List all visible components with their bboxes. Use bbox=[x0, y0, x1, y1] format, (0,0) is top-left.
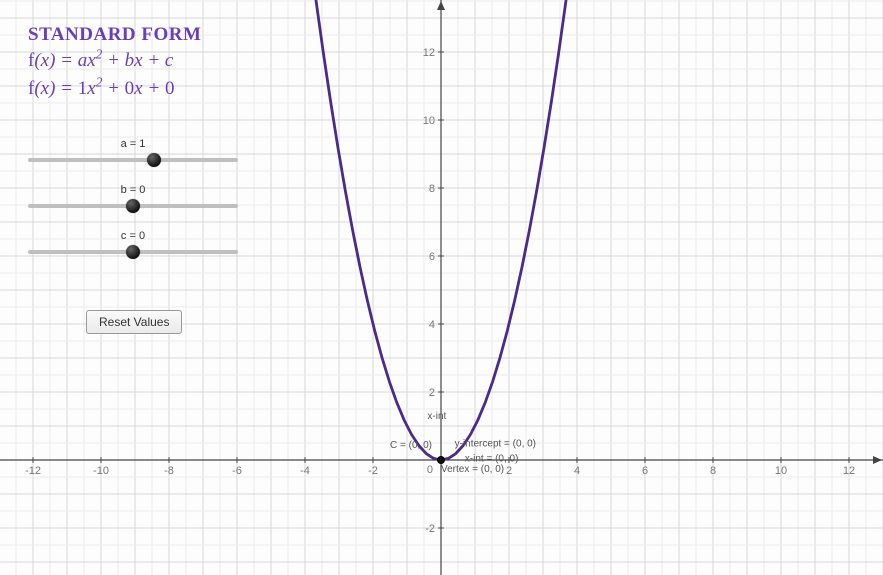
slider-a[interactable]: a = 1 bbox=[28, 138, 238, 168]
annotation: Vertex = (0, 0) bbox=[441, 464, 504, 475]
slider-label-c: c = 0 bbox=[28, 230, 238, 242]
slider-track-b[interactable] bbox=[28, 198, 238, 214]
x-tick-label: -10 bbox=[93, 465, 109, 477]
slider-thumb-c[interactable] bbox=[126, 245, 140, 259]
slider-label-a: a = 1 bbox=[28, 138, 238, 150]
y-tick-label: 12 bbox=[423, 47, 435, 59]
x-tick-label: -12 bbox=[25, 465, 41, 477]
y-tick-label: 4 bbox=[429, 319, 435, 331]
x-tick-label: 4 bbox=[574, 465, 580, 477]
annotation: x-int bbox=[427, 411, 446, 422]
slider-thumb-a[interactable] bbox=[147, 153, 161, 167]
slider-c[interactable]: c = 0 bbox=[28, 230, 238, 260]
formula-general: f(x) = ax2 + bx + c bbox=[28, 50, 173, 72]
x-tick-label: 8 bbox=[710, 465, 716, 477]
y-tick-label: 8 bbox=[429, 183, 435, 195]
x-tick-label: -6 bbox=[232, 465, 242, 477]
x-tick-label: 6 bbox=[642, 465, 648, 477]
x-tick-label: 10 bbox=[775, 465, 787, 477]
reset-button[interactable]: Reset Values bbox=[86, 310, 182, 334]
x-tick-label: 2 bbox=[506, 465, 512, 477]
slider-label-b: b = 0 bbox=[28, 184, 238, 196]
y-tick-label: 6 bbox=[429, 251, 435, 263]
y-tick-label: -2 bbox=[425, 523, 435, 535]
y-tick-label: 10 bbox=[423, 115, 435, 127]
x-tick-label: -2 bbox=[368, 465, 378, 477]
slider-track-c[interactable] bbox=[28, 244, 238, 260]
slider-thumb-b[interactable] bbox=[126, 199, 140, 213]
page-title: STANDARD FORM bbox=[28, 24, 201, 46]
annotation: y-intercept = (0, 0) bbox=[455, 438, 536, 449]
x-tick-label: -4 bbox=[300, 465, 310, 477]
origin-label: 0 bbox=[427, 464, 433, 476]
y-tick-label: 2 bbox=[429, 387, 435, 399]
formula-instance: f(x) = 1x2 + 0x + 0 bbox=[28, 78, 174, 100]
x-tick-label: -8 bbox=[164, 465, 174, 477]
viewport: -12 -10 -8 -6 -4 -2 2 4 6 8 10 12 -2 2 4 6 8 10 12 0 x-int C … bbox=[0, 0, 883, 575]
x-tick-label: 12 bbox=[843, 465, 855, 477]
slider-line-a bbox=[28, 158, 238, 162]
slider-track-a[interactable] bbox=[28, 152, 238, 168]
slider-b[interactable]: b = 0 bbox=[28, 184, 238, 214]
vertex-point bbox=[438, 457, 445, 464]
annotation: C = (0, 0) bbox=[390, 440, 432, 451]
